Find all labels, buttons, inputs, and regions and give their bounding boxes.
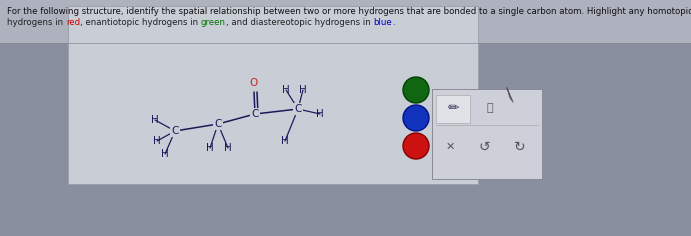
FancyBboxPatch shape [432, 89, 542, 179]
Text: H: H [281, 136, 289, 146]
Text: C: C [252, 109, 258, 119]
Text: .: . [392, 18, 395, 27]
Text: H: H [224, 143, 232, 153]
Text: ✕: ✕ [445, 142, 455, 152]
Text: H: H [299, 85, 307, 95]
Text: H: H [151, 115, 159, 125]
Text: H: H [316, 109, 324, 119]
FancyBboxPatch shape [0, 0, 691, 43]
Text: 🖇: 🖇 [486, 103, 493, 113]
Text: H: H [206, 143, 214, 153]
Text: ↻: ↻ [514, 140, 526, 154]
Text: , and diastereotopic hydrogens in: , and diastereotopic hydrogens in [226, 18, 373, 27]
Text: ✏: ✏ [447, 101, 459, 115]
Text: C: C [214, 119, 222, 129]
Text: C: C [294, 104, 302, 114]
Circle shape [403, 77, 429, 103]
Text: For the following structure, identify the spatial relationship between two or mo: For the following structure, identify th… [7, 7, 691, 16]
Text: green: green [201, 18, 226, 27]
Circle shape [403, 133, 429, 159]
Text: , enantiotopic hydrogens in: , enantiotopic hydrogens in [80, 18, 201, 27]
Text: red: red [66, 18, 80, 27]
Text: H: H [153, 136, 161, 146]
Circle shape [403, 105, 429, 131]
Text: blue: blue [373, 18, 392, 27]
Text: hydrogens in: hydrogens in [7, 18, 66, 27]
Text: H: H [282, 85, 290, 95]
FancyBboxPatch shape [68, 6, 478, 184]
FancyBboxPatch shape [436, 95, 470, 123]
Text: ↺: ↺ [478, 140, 490, 154]
Text: H: H [161, 149, 169, 159]
Text: C: C [171, 126, 179, 136]
Text: O: O [250, 78, 258, 88]
